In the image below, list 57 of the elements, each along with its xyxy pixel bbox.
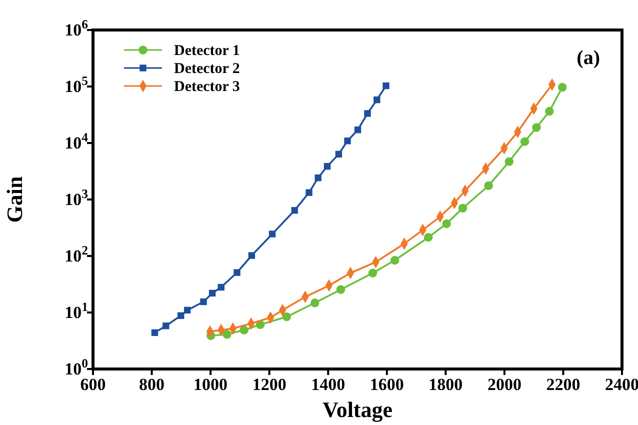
point: [200, 298, 207, 306]
x-tick-label: 1600: [370, 375, 404, 394]
point: [424, 232, 433, 242]
point: [268, 230, 276, 238]
x-tick-label: 2400: [605, 375, 638, 394]
point: [291, 207, 298, 214]
legend-label: Detector 1: [174, 43, 240, 59]
point: [382, 82, 390, 90]
x-tick-label: 800: [139, 375, 165, 394]
point: [368, 268, 378, 278]
point: [151, 329, 158, 336]
y-tick-label: 10$^{2}$: [64, 243, 88, 266]
x-tick-label: 1400: [311, 375, 346, 394]
point: [354, 126, 362, 134]
point: [248, 252, 256, 259]
point: [306, 189, 312, 196]
point: [458, 204, 468, 213]
point: [335, 150, 342, 158]
point: [310, 298, 320, 308]
y-tick-label: 10$^{4}$: [64, 130, 89, 152]
point: [240, 326, 248, 334]
point: [545, 106, 554, 116]
point: [504, 157, 514, 166]
legend-label: Detector 3: [174, 79, 240, 95]
point: [374, 96, 380, 104]
point: [558, 82, 567, 92]
point: [390, 256, 400, 265]
annotation: (a): [576, 47, 600, 69]
legend-label: Detector 2: [174, 61, 240, 77]
y-tick-label: 10$^{5}$: [64, 74, 88, 96]
x-tick-label: 2200: [546, 375, 580, 394]
point: [162, 322, 170, 330]
point: [520, 137, 530, 146]
point: [208, 290, 216, 297]
point: [344, 138, 351, 144]
x-axis-title: Voltage: [322, 397, 393, 422]
point: [314, 174, 322, 182]
point: [364, 110, 371, 117]
point: [442, 219, 451, 228]
y-tick-label: 10$^{1}$: [64, 300, 88, 322]
point: [484, 181, 493, 190]
y-tick-label: 10$^{6}$: [64, 17, 88, 40]
x-tick-label: 1200: [252, 375, 286, 394]
x-tick-label: 1800: [428, 375, 463, 394]
point: [532, 123, 541, 132]
point: [178, 312, 184, 319]
point: [324, 163, 331, 170]
x-tick-label: 2000: [487, 375, 522, 394]
point: [184, 306, 191, 314]
point: [234, 269, 240, 276]
point: [222, 330, 232, 339]
y-axis-title: Gain: [2, 176, 27, 223]
y-tick-label: 10$^{3}$: [64, 186, 88, 209]
x-tick-label: 1000: [194, 375, 228, 394]
point: [282, 312, 292, 322]
point: [218, 284, 224, 291]
point: [336, 285, 346, 294]
